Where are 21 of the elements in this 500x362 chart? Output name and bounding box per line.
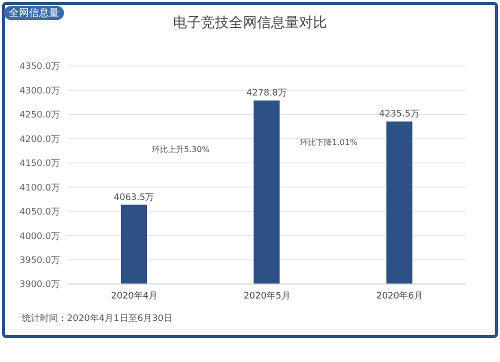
x-tick-label: 2020年6月 [376,290,423,302]
y-tick-label: 4150.0万 [20,159,60,170]
y-tick-label: 4300.0万 [20,86,60,96]
y-tick-label: 3950.0万 [20,256,60,266]
chart-title: 电子竞技全网信息量对比 [173,15,327,31]
y-tick-label: 4100.0万 [20,183,60,194]
data-label: 4063.5万 [114,192,154,203]
y-tick-label: 3900.0万 [20,280,60,290]
y-tick-label: 4000.0万 [20,232,60,242]
text: 全网信息量 [4,6,64,20]
text: 统计时间：2020年4月1日至6月30日 [22,312,173,325]
annotation: 环比上升5.30% [152,144,210,155]
y-tick-label: 4200.0万 [20,134,60,145]
data-label: 4235.5万 [379,109,420,120]
annotation: 环比下降1.01% [300,137,358,148]
x-tick-label: 2020年4月 [111,290,158,302]
y-tick-label: 4350.0万 [20,62,60,72]
x-tick-label: 2020年5月 [244,290,290,302]
y-tick-label: 4250.0万 [20,110,60,121]
data-label: 4278.8万 [246,88,287,98]
y-tick-label: 4050.0万 [20,208,60,218]
